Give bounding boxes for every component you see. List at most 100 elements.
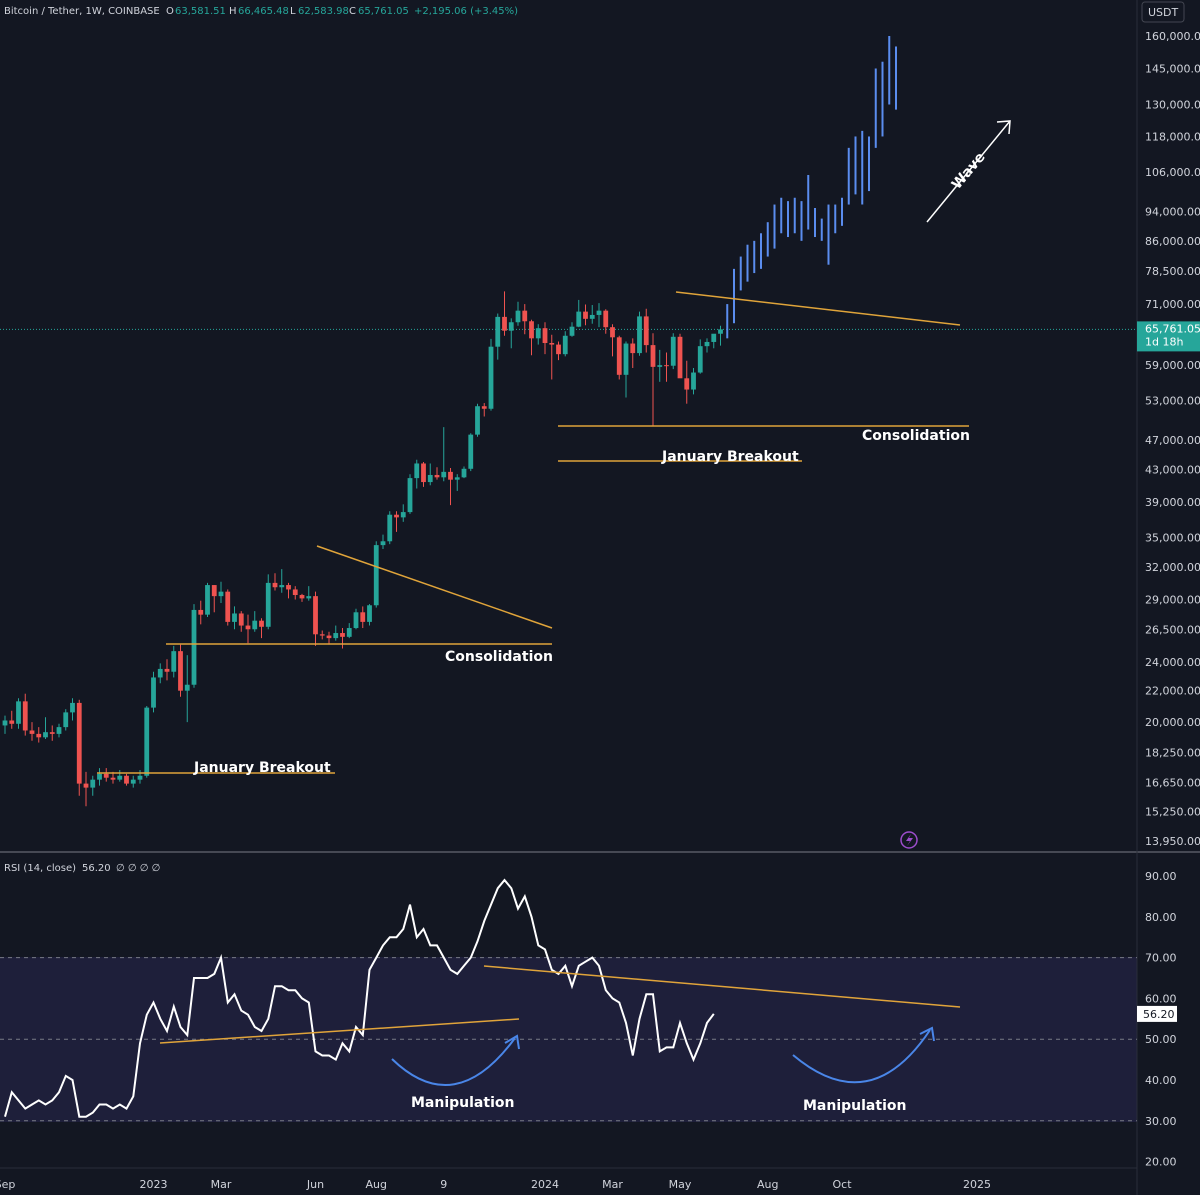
candle[interactable]	[306, 586, 312, 601]
candle[interactable]	[569, 322, 575, 337]
candle[interactable]	[461, 466, 467, 479]
candle[interactable]	[171, 645, 177, 678]
alert-icon[interactable]	[900, 831, 918, 849]
candle[interactable]	[63, 709, 69, 731]
candle[interactable]	[205, 582, 210, 618]
candle[interactable]	[373, 541, 379, 608]
candle[interactable]	[232, 606, 237, 630]
candle[interactable]	[198, 600, 204, 625]
candle[interactable]	[542, 322, 548, 355]
candle[interactable]	[394, 511, 399, 532]
price-axis[interactable]: 160,000.00 145,000.00 130,000.00 118,000.00…	[1145, 30, 1200, 848]
candle[interactable]	[549, 334, 555, 380]
candle[interactable]	[259, 618, 264, 639]
candle[interactable]	[97, 768, 102, 786]
candle[interactable]	[380, 534, 386, 549]
candle[interactable]	[610, 324, 615, 357]
candle[interactable]	[468, 433, 474, 472]
candle[interactable]	[299, 593, 305, 602]
trendline-1[interactable]	[316, 545, 553, 629]
candle[interactable]	[576, 299, 582, 328]
candle[interactable]	[488, 338, 494, 411]
candle[interactable]	[704, 338, 710, 353]
candle[interactable]	[502, 291, 507, 336]
candle[interactable]	[83, 771, 89, 807]
candle[interactable]	[157, 663, 163, 684]
candle[interactable]	[529, 319, 534, 356]
candle[interactable]	[178, 644, 183, 697]
candle[interactable]	[657, 349, 663, 382]
candle[interactable]	[252, 611, 258, 632]
candle[interactable]	[211, 585, 217, 613]
candle[interactable]	[367, 604, 372, 626]
candle[interactable]	[650, 333, 656, 427]
candle[interactable]	[623, 341, 629, 398]
candle[interactable]	[2, 715, 8, 734]
candle[interactable]	[515, 301, 521, 326]
candlesticks[interactable]	[2, 291, 723, 807]
candle[interactable]	[22, 693, 28, 736]
drawings[interactable]	[97, 120, 1011, 1086]
candle[interactable]	[340, 628, 345, 649]
candle[interactable]	[475, 403, 480, 437]
candle[interactable]	[238, 611, 244, 632]
candle[interactable]	[691, 367, 696, 395]
rsi-trendline-2[interactable]	[483, 965, 961, 1008]
candle[interactable]	[387, 511, 393, 545]
candle[interactable]	[400, 504, 406, 522]
candle[interactable]	[16, 698, 21, 729]
manipulation-arrow-1[interactable]	[391, 1037, 516, 1086]
candle[interactable]	[562, 331, 568, 357]
label-consolidation-2[interactable]: Consolidation	[862, 428, 970, 444]
candle[interactable]	[151, 671, 156, 713]
wave-arrow[interactable]	[926, 120, 1011, 223]
label-january-breakout-1[interactable]: January Breakout	[193, 760, 331, 776]
rsi-axis[interactable]: 90.00 80.00 70.00 60.00 50.00 40.00 30.00 20.00	[1145, 870, 1177, 1169]
label-manipulation-2[interactable]: Manipulation	[803, 1098, 906, 1114]
label-january-breakout-2[interactable]: January Breakout	[661, 449, 799, 465]
candle[interactable]	[124, 773, 129, 786]
candle[interactable]	[407, 474, 413, 514]
candle[interactable]	[535, 324, 541, 345]
label-manipulation-1[interactable]: Manipulation	[411, 1095, 514, 1111]
candle[interactable]	[103, 768, 109, 782]
candle[interactable]	[448, 468, 453, 506]
candle[interactable]	[43, 717, 48, 740]
candle[interactable]	[110, 771, 116, 784]
candle[interactable]	[711, 333, 717, 349]
legend-header[interactable]: Bitcoin / Tether, 1W, COINBASE O 63,581.…	[4, 6, 518, 17]
candle[interactable]	[117, 769, 123, 782]
candle[interactable]	[90, 775, 96, 796]
candle[interactable]	[184, 655, 190, 723]
candle[interactable]	[29, 722, 35, 741]
candle[interactable]	[637, 311, 642, 356]
rsi-line[interactable]	[4, 878, 715, 1118]
candle[interactable]	[144, 706, 150, 778]
candle[interactable]	[191, 604, 197, 688]
candle[interactable]	[589, 305, 595, 324]
candle[interactable]	[664, 352, 669, 382]
candle[interactable]	[9, 710, 15, 729]
candle[interactable]	[360, 606, 366, 629]
candle[interactable]	[596, 303, 602, 328]
candle[interactable]	[684, 360, 690, 404]
rsi-title[interactable]: RSI (14, close)	[4, 863, 76, 874]
candle[interactable]	[583, 304, 588, 326]
symbol-title[interactable]: Bitcoin / Tether, 1W, COINBASE	[4, 6, 160, 17]
candle[interactable]	[265, 574, 271, 630]
candle[interactable]	[279, 569, 285, 593]
rsi-trendline-1[interactable]	[159, 1018, 520, 1044]
candle[interactable]	[218, 581, 224, 603]
candle[interactable]	[522, 304, 528, 335]
candle[interactable]	[414, 459, 420, 489]
candle[interactable]	[616, 335, 622, 380]
candle[interactable]	[292, 586, 298, 600]
candle[interactable]	[481, 403, 487, 417]
candle[interactable]	[70, 698, 75, 721]
candle[interactable]	[326, 631, 332, 645]
candle[interactable]	[272, 573, 278, 591]
candle[interactable]	[718, 325, 723, 346]
candle[interactable]	[130, 775, 136, 788]
candle[interactable]	[427, 463, 433, 486]
